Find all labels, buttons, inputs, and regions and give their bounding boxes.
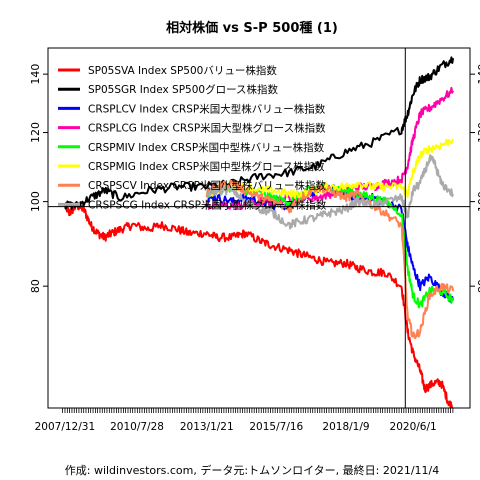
y-tick-label-left-1: 100 (29, 191, 42, 212)
plot-frame (47, 47, 471, 409)
series-layer (63, 56, 455, 408)
legend-label-1: SP05SGR Index SP500グロース株指数 (88, 83, 279, 96)
x-tick-label-3: 2015/7/16 (249, 421, 303, 433)
legend-label-0: SP05SVA Index SP500バリュー株指数 (88, 64, 277, 77)
x-tick-label-0: 2007/12/31 (35, 421, 96, 433)
x-tick-label-4: 2018/1/9 (322, 421, 369, 433)
series-line-1 (64, 56, 455, 210)
legend: SP05SVA Index SP500バリュー株指数 SP05SGR Index … (58, 64, 327, 211)
legend-label-7: CRSPSCG Index CRSP米国小型株グロース株指数 (88, 198, 327, 211)
y-tick-label-right-2: 120 (476, 122, 480, 143)
x-tick-label-5: 2020/6/1 (390, 421, 437, 433)
series-line-6 (205, 179, 455, 340)
y-tick-label-right-0: 80 (476, 279, 480, 293)
y-tick-label-left-3: 140 (29, 64, 42, 85)
x-tick-label-2: 2013/1/21 (180, 421, 234, 433)
legend-label-5: CRSPMIG Index CRSP米国中型株グロース株指数 (88, 160, 325, 173)
series-line-5 (205, 138, 455, 199)
legend-label-6: CRSPSCV Index CRSP米国小型株バリュー株指数 (88, 179, 327, 192)
x-tick-label-1: 2010/7/28 (110, 421, 164, 433)
y-tick-label-left-0: 80 (29, 279, 42, 293)
reference-lines (48, 48, 470, 408)
legend-label-4: CRSPMIV Index CRSP米国中型株バリュー株指数 (88, 141, 325, 154)
chart-caption: 作成: wildinvestors.com, データ元:トムソンロイター, 最終… (65, 463, 439, 477)
legend-label-3: CRSPLCG Index CRSP米国大型株グロース株指数 (88, 122, 326, 135)
series-line-0 (63, 201, 454, 408)
y-tick-label-left-2: 120 (29, 122, 42, 143)
y-tick-label-right-1: 100 (476, 191, 480, 212)
axes: 80 80 100 100 120 120 140 140 2007/12/31 2010/7/2… (29, 64, 480, 433)
legend-label-2: CRSPLCV Index CRSP米国大型株バリュー株指数 (88, 102, 326, 115)
chart-title: 相対株価 vs S-P 500種 (1) (166, 20, 338, 36)
y-tick-label-right-3: 140 (476, 64, 480, 85)
